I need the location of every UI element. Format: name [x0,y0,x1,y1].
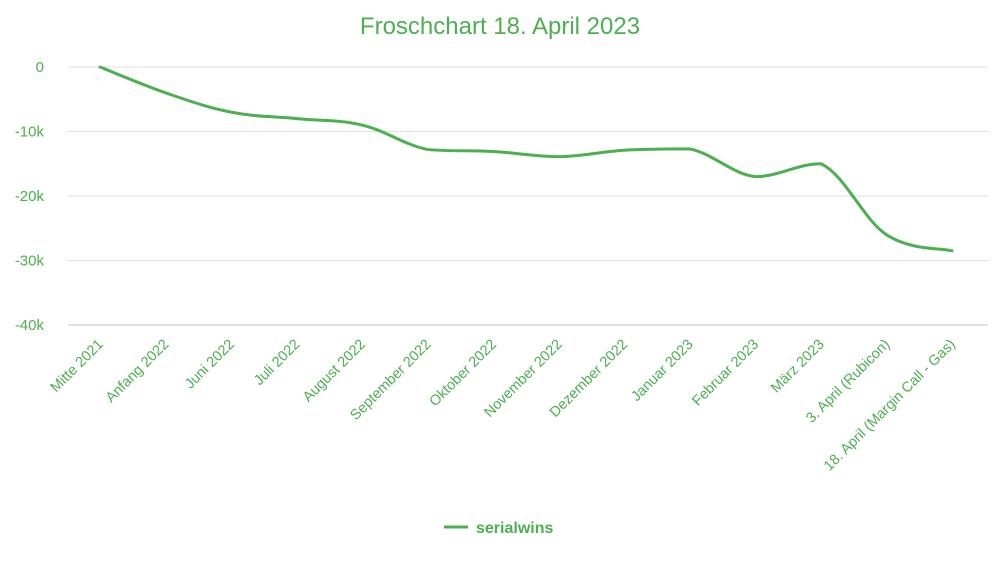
y-axis-ticks: 0 -10k -20k -30k -40k [15,59,45,334]
legend: serialwins [444,520,553,537]
x-tick-label: Juli 2022 [251,337,303,389]
x-tick-label: 18. April (Margin Call - Gas) [821,337,959,475]
x-tick-label: Juni 2022 [182,337,238,393]
x-tick-label: Mitte 2021 [48,337,107,396]
grid [68,66,988,326]
y-tick-label: -20k [15,188,45,205]
y-tick-label: 0 [36,59,44,76]
series-line [98,65,954,253]
x-tick-label: März 2023 [768,337,828,397]
y-tick-label: -30k [15,253,45,270]
x-tick-label: August 2022 [300,337,369,406]
y-tick-label: -10k [15,124,45,141]
series-lines [98,65,954,253]
x-tick-label: Februar 2023 [689,337,762,410]
legend-label[interactable]: serialwins [476,520,553,537]
x-tick-label: Oktober 2022 [427,337,500,410]
x-tick-label: Anfang 2022 [103,337,172,406]
chart-title: Froschchart 18. April 2023 [360,13,640,40]
x-tick-label: Januar 2023 [628,337,696,405]
y-tick-label: -40k [15,317,45,334]
